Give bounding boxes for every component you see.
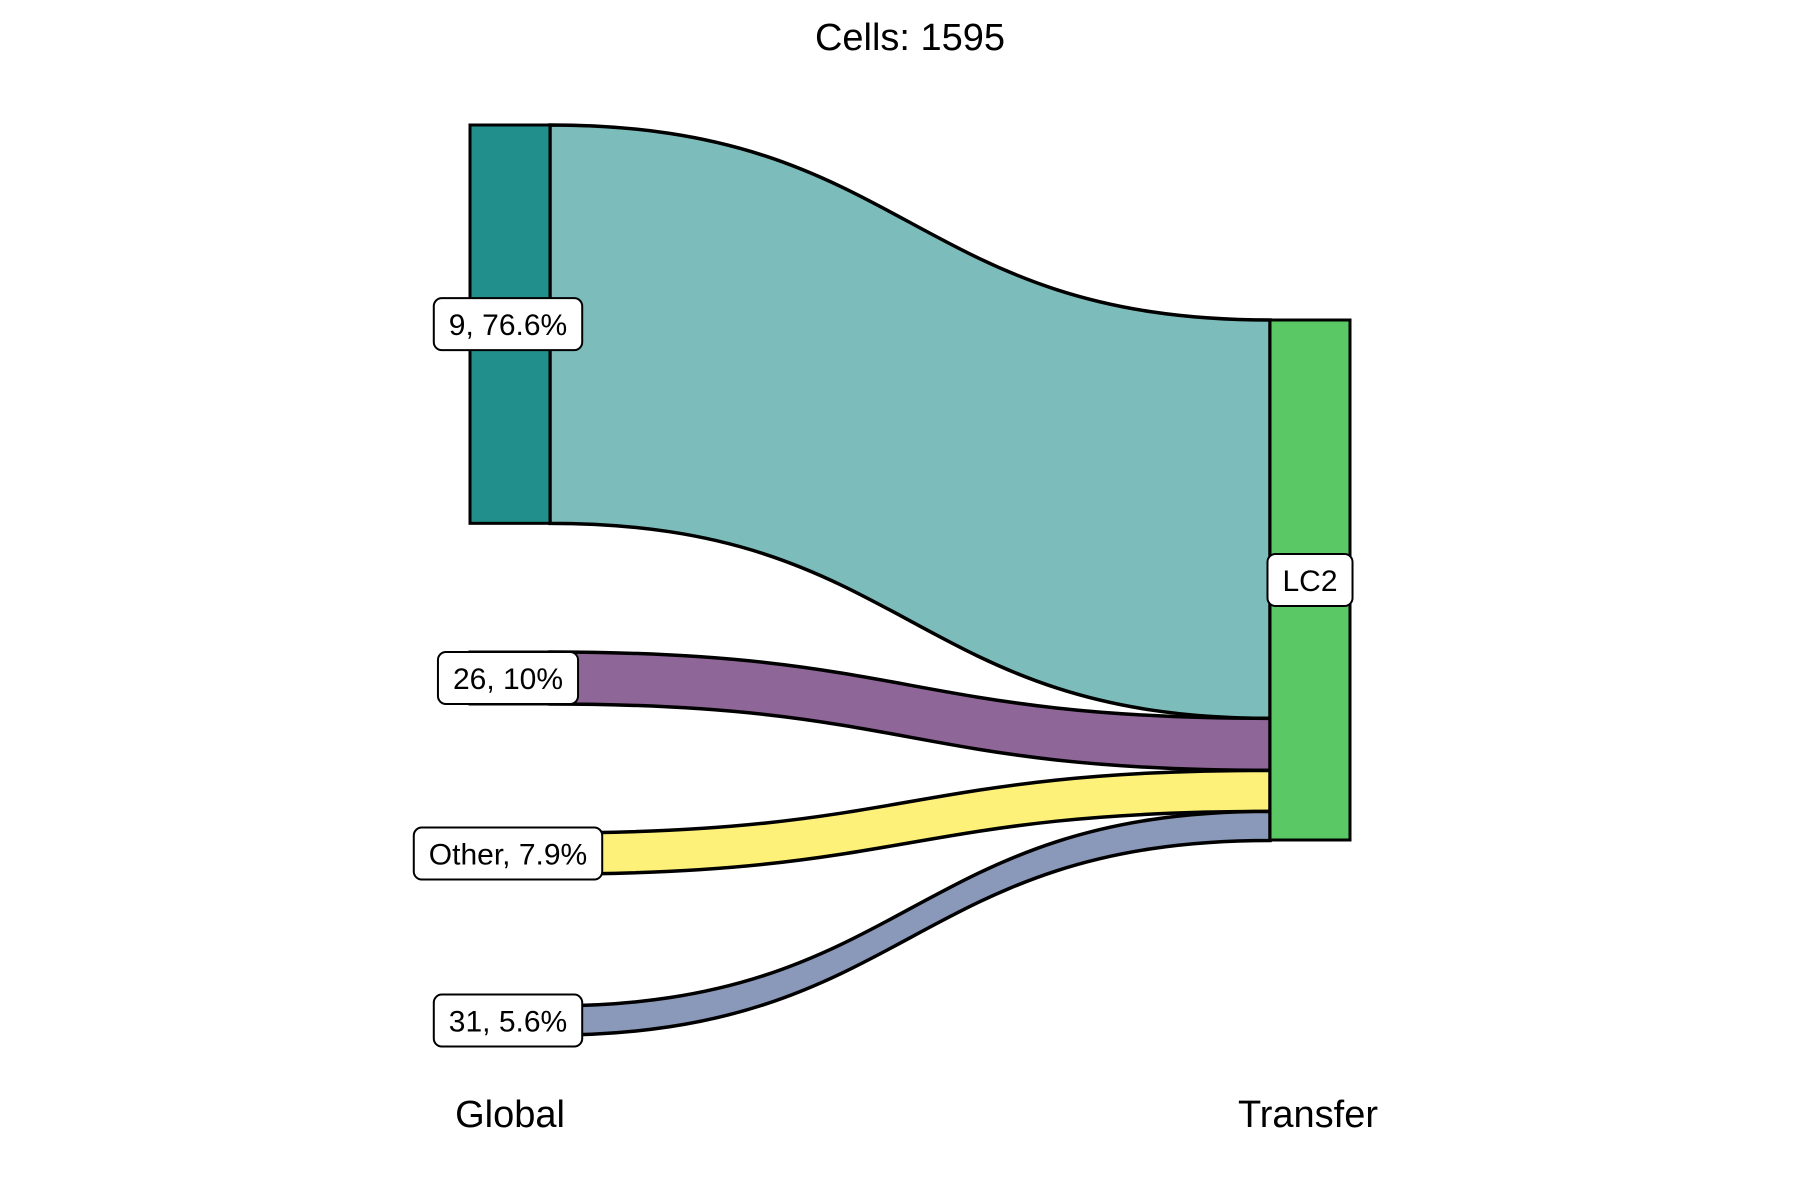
flows-group	[548, 123, 1272, 1037]
source-label-0-text: 9, 76.6%	[449, 309, 567, 342]
source-label-3-text: 31, 5.6%	[449, 1006, 567, 1039]
source-label-3: 31, 5.6%	[432, 993, 584, 1048]
axis-label-transfer: Transfer	[1238, 1094, 1378, 1136]
flow-0	[548, 123, 1272, 721]
labels-group: 9, 76.6% 26, 10% Other, 7.9% 31, 5.6% LC2	[412, 297, 1354, 1048]
source-label-1: 26, 10%	[436, 651, 580, 705]
target-label-0-box	[1266, 553, 1354, 607]
source-label-1-box	[436, 651, 580, 705]
axis-label-global: Global	[455, 1094, 565, 1136]
chart-title: Cells: 1595	[815, 17, 1005, 59]
source-label-2-text: Other, 7.9%	[429, 839, 587, 872]
target-label-0: LC2	[1266, 553, 1354, 607]
target-label-0-text: LC2	[1282, 565, 1337, 598]
source-label-3-box	[432, 993, 584, 1048]
source-label-0: 9, 76.6%	[432, 297, 584, 352]
source-label-2: Other, 7.9%	[412, 826, 604, 881]
source-label-1-text: 26, 10%	[453, 663, 563, 696]
source-label-2-box	[412, 826, 604, 881]
source-label-0-box	[432, 297, 584, 352]
